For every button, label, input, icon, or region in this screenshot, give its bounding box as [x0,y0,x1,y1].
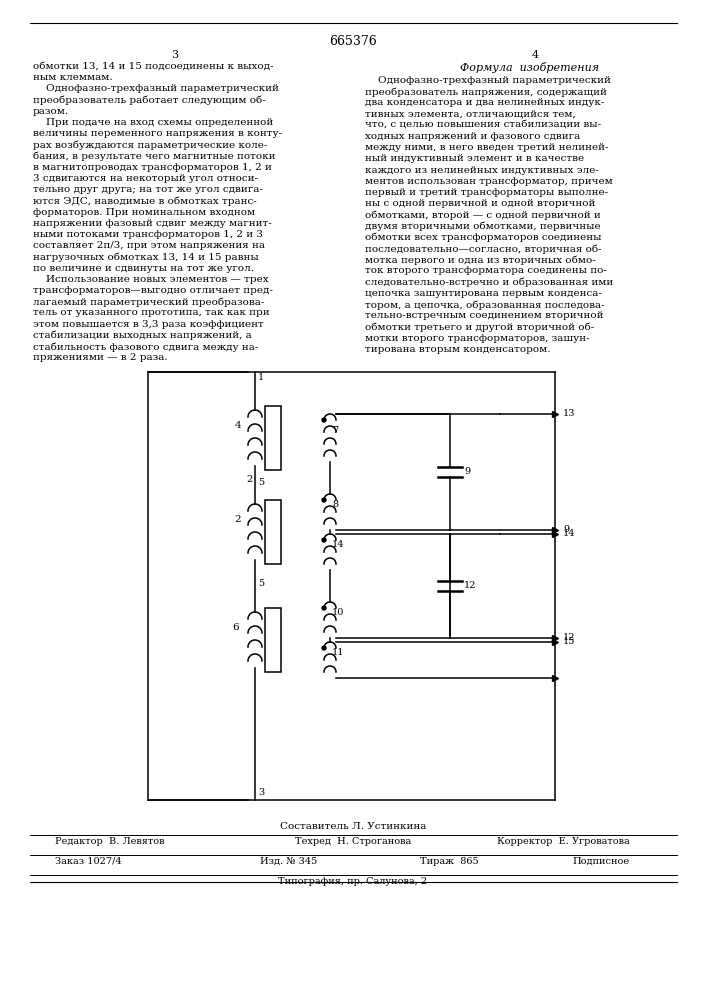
Text: Тираж  865: Тираж 865 [420,857,479,866]
Circle shape [322,498,326,502]
Text: двумя вторичными обмотками, первичные: двумя вторичными обмотками, первичные [365,222,601,231]
Text: 15: 15 [563,638,575,647]
Text: величины переменного напряжения в конту-: величины переменного напряжения в конту- [33,129,282,138]
Text: нагрузочных обмотках 13, 14 и 15 равны: нагрузочных обмотках 13, 14 и 15 равны [33,252,259,262]
Text: преобразователь работает следующим об-: преобразователь работает следующим об- [33,96,266,105]
Text: трансформаторов—выгодно отличает пред-: трансформаторов—выгодно отличает пред- [33,286,273,295]
Text: обмотки всех трансформаторов соединены: обмотки всех трансформаторов соединены [365,233,602,242]
Text: 4: 4 [235,421,241,430]
Text: При подаче на вход схемы определенной: При подаче на вход схемы определенной [33,118,273,127]
Text: 4: 4 [532,50,539,60]
Text: 10: 10 [332,608,344,617]
Text: преобразователь напряжения, содержащий: преобразователь напряжения, содержащий [365,87,607,97]
Text: ным клеммам.: ным клеммам. [33,73,112,82]
Text: тель от указанного прототипа, так как при: тель от указанного прототипа, так как пр… [33,308,269,317]
Bar [265,500,281,564]
Text: мотка первого и одна из вторичных обмо-: мотка первого и одна из вторичных обмо- [365,255,596,265]
Text: ный индуктивный элемент и в качестве: ный индуктивный элемент и в качестве [365,154,584,163]
Text: напряжении фазовый сдвиг между магнит-: напряжении фазовый сдвиг между магнит- [33,219,271,228]
Text: тивных элемента, отличающийся тем,: тивных элемента, отличающийся тем, [365,110,575,119]
Text: ными потоками трансформаторов 1, 2 и 3: ными потоками трансформаторов 1, 2 и 3 [33,230,263,239]
Text: Составитель Л. Устинкина: Составитель Л. Устинкина [280,822,426,831]
Text: тельно-встречным соединением вторичной: тельно-встречным соединением вторичной [365,311,604,320]
Text: Типография, пр. Салунова, 2: Типография, пр. Салунова, 2 [279,877,428,886]
Text: 2: 2 [247,475,253,484]
Text: стабильность фазового сдвига между на-: стабильность фазового сдвига между на- [33,342,258,352]
Text: Подписное: Подписное [573,857,630,866]
Text: два конденсатора и два нелинейных индук-: два конденсатора и два нелинейных индук- [365,98,604,107]
Text: обмотки 13, 14 и 15 подсоединены к выход-: обмотки 13, 14 и 15 подсоединены к выход… [33,62,274,71]
Text: Однофазно-трехфазный параметрический: Однофазно-трехфазный параметрический [33,84,279,93]
Circle shape [322,646,326,650]
Text: 1: 1 [258,373,264,382]
Text: цепочка зашунтирована первым конденса-: цепочка зашунтирована первым конденса- [365,289,602,298]
Text: 665376: 665376 [329,35,377,48]
Text: рах возбуждаются параметрические коле-: рах возбуждаются параметрические коле- [33,140,267,150]
Text: ны с одной первичной и одной вторичной: ны с одной первичной и одной вторичной [365,199,595,208]
Circle shape [322,606,326,610]
Text: 12: 12 [464,582,477,590]
Text: 11: 11 [332,648,344,657]
Text: последовательно—согласно, вторичная об-: последовательно—согласно, вторичная об- [365,244,602,254]
Text: что, с целью повышения стабилизации вы-: что, с целью повышения стабилизации вы- [365,121,601,130]
Text: следовательно-встречно и образованная ими: следовательно-встречно и образованная им… [365,278,613,287]
Text: 3: 3 [171,50,179,60]
Text: пряжениями — в 2 раза.: пряжениями — в 2 раза. [33,353,168,362]
Text: Однофазно-трехфазный параметрический: Однофазно-трехфазный параметрический [365,76,611,85]
Text: между ними, в него введен третий нелиней-: между ними, в него введен третий нелиней… [365,143,609,152]
Text: форматоров. При номинальном входном: форматоров. При номинальном входном [33,208,255,217]
Text: разом.: разом. [33,107,69,116]
Text: ток второго трансформатора соединены по-: ток второго трансформатора соединены по- [365,266,607,275]
Circle shape [322,418,326,422]
Text: 7: 7 [332,426,338,435]
Text: 9: 9 [464,468,470,477]
Text: 12: 12 [563,634,575,643]
Text: мотки второго трансформаторов, зашун-: мотки второго трансформаторов, зашун- [365,334,590,343]
Text: 9: 9 [563,526,569,534]
Text: обмотками, второй — с одной первичной и: обмотками, второй — с одной первичной и [365,210,601,220]
Text: стабилизации выходных напряжений, а: стабилизации выходных напряжений, а [33,331,252,340]
Text: этом повышается в 3,3 раза коэффициент: этом повышается в 3,3 раза коэффициент [33,320,264,329]
Text: лагаемый параметрический преобразова-: лагаемый параметрический преобразова- [33,297,264,307]
Text: по величине и сдвинуты на тот же угол.: по величине и сдвинуты на тот же угол. [33,264,254,273]
Text: Формула  изобретения: Формула изобретения [460,62,600,73]
Text: 13: 13 [563,410,575,418]
Text: Корректор  Е. Угроватова: Корректор Е. Угроватова [497,837,630,846]
Text: первый и третий трансформаторы выполне-: первый и третий трансформаторы выполне- [365,188,608,197]
Text: каждого из нелинейных индуктивных эле-: каждого из нелинейных индуктивных эле- [365,166,599,175]
Text: 3: 3 [258,788,264,797]
Text: в магнитопроводах трансформаторов 1, 2 и: в магнитопроводах трансформаторов 1, 2 и [33,163,272,172]
Text: тирована вторым конденсатором.: тирована вторым конденсатором. [365,345,551,354]
Text: Использование новых элементов — трех: Использование новых элементов — трех [33,275,269,284]
Text: бания, в результате чего магнитные потоки: бания, в результате чего магнитные поток… [33,152,276,161]
Text: 5: 5 [258,579,264,588]
Text: Заказ 1027/4: Заказ 1027/4 [55,857,122,866]
Text: ходных напряжений и фазового сдвига: ходных напряжений и фазового сдвига [365,132,580,141]
Text: тором, а цепочка, образованная последова-: тором, а цепочка, образованная последова… [365,300,604,310]
Bar [265,608,281,672]
Bar [265,406,281,470]
Text: 8: 8 [332,500,338,509]
Text: 14: 14 [563,530,575,538]
Text: тельно друг друга; на тот же угол сдвига-: тельно друг друга; на тот же угол сдвига… [33,185,263,194]
Text: 2: 2 [235,515,241,524]
Text: обмотки третьего и другой вторичной об-: обмотки третьего и другой вторичной об- [365,322,595,332]
Text: Редактор  В. Левятов: Редактор В. Левятов [55,837,165,846]
Text: 3 сдвигаются на некоторый угол относи-: 3 сдвигаются на некоторый угол относи- [33,174,258,183]
Text: 14: 14 [332,540,344,549]
Text: ются ЭДС, наводимые в обмотках транс-: ются ЭДС, наводимые в обмотках транс- [33,196,257,206]
Text: Техред  Н. Строганова: Техред Н. Строганова [295,837,411,846]
Text: 6: 6 [233,623,239,632]
Text: ментов использован трансформатор, причем: ментов использован трансформатор, причем [365,177,613,186]
Text: составляет 2π/3, при этом напряжения на: составляет 2π/3, при этом напряжения на [33,241,265,250]
Circle shape [322,538,326,542]
Text: 5: 5 [258,478,264,487]
Text: Изд. № 345: Изд. № 345 [260,857,317,866]
